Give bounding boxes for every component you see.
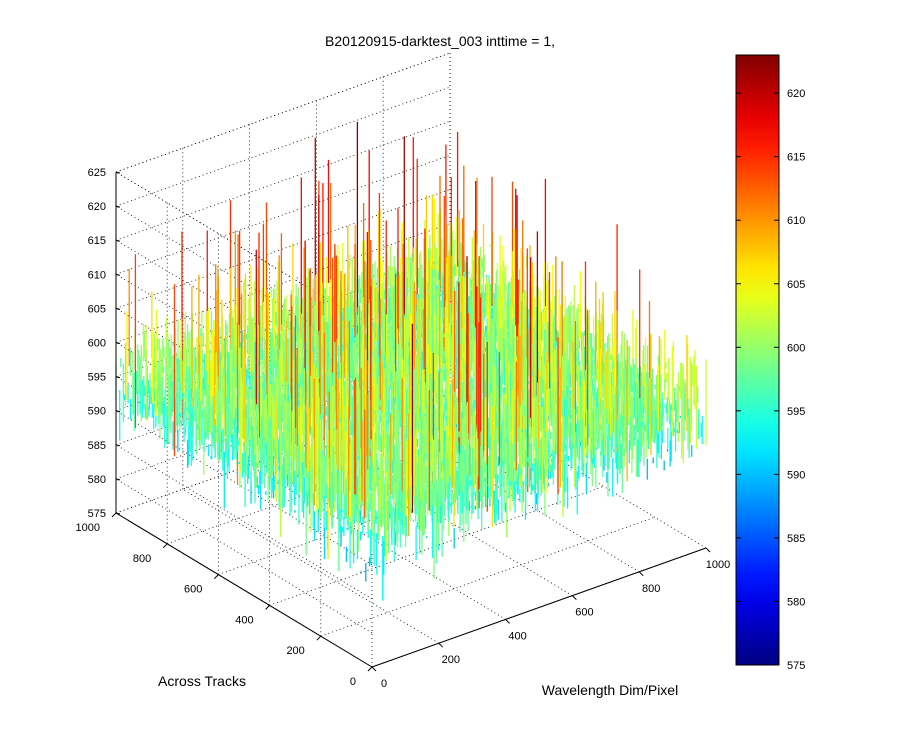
grid-line <box>115 120 451 241</box>
grid-line <box>115 410 373 566</box>
grid-line <box>115 444 373 600</box>
box-edge <box>115 52 451 173</box>
surface-plot <box>115 121 707 601</box>
grid-line <box>115 86 451 207</box>
grid-line <box>115 308 373 463</box>
box-edge <box>115 171 373 327</box>
grid-line <box>115 478 373 634</box>
grid-line <box>115 273 373 429</box>
grid-line <box>115 239 373 395</box>
chart-title: B20120915-darktest_003 inttime = 1, <box>325 33 555 49</box>
grid-line <box>182 488 440 644</box>
grid-line <box>115 52 451 173</box>
grid-line <box>115 205 373 361</box>
grid-line <box>249 465 506 620</box>
grid-line <box>115 154 451 275</box>
